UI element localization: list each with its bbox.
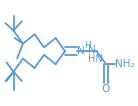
Text: N: N bbox=[88, 45, 96, 55]
Text: NH₂: NH₂ bbox=[115, 59, 135, 69]
Text: O: O bbox=[102, 84, 110, 94]
Text: N: N bbox=[77, 46, 85, 56]
Text: H: H bbox=[84, 41, 91, 50]
Text: HN: HN bbox=[88, 54, 103, 64]
